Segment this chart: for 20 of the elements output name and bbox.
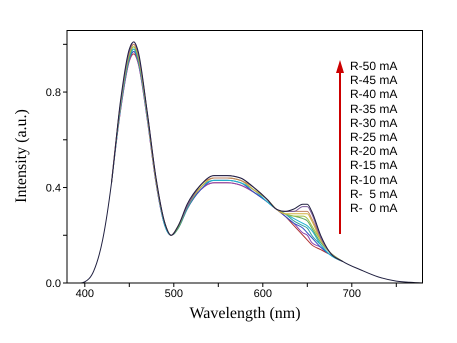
annotation: R-50 mA bbox=[350, 59, 398, 73]
annotation: R-40 mA bbox=[350, 87, 398, 102]
annotation: R-25 mA bbox=[350, 130, 398, 144]
annotation: R- 5 mA bbox=[350, 186, 398, 201]
annotation: R-45 mA bbox=[350, 73, 398, 88]
y-tick-label: 0.8 bbox=[46, 86, 61, 99]
annotation: R-35 mA bbox=[350, 102, 398, 116]
x-tick-label: 400 bbox=[76, 288, 94, 300]
annotation: R-20 mA bbox=[350, 144, 398, 158]
annotation: R-15 mA bbox=[350, 158, 398, 172]
y-axis-title: Intensity (a.u.) bbox=[13, 108, 31, 204]
annotation: R- 0 mA bbox=[350, 201, 398, 215]
x-axis-title: Wavelength (nm) bbox=[188, 305, 302, 323]
y-tick-label: 0.0 bbox=[46, 278, 61, 290]
x-tick-label: 600 bbox=[254, 288, 272, 300]
annotation: R-30 mA bbox=[350, 116, 398, 130]
annotation: R-10 mA bbox=[350, 172, 398, 187]
x-tick-label: 500 bbox=[164, 288, 183, 300]
y-tick-label: 0.4 bbox=[46, 182, 61, 194]
x-tick-label: 700 bbox=[342, 288, 361, 300]
